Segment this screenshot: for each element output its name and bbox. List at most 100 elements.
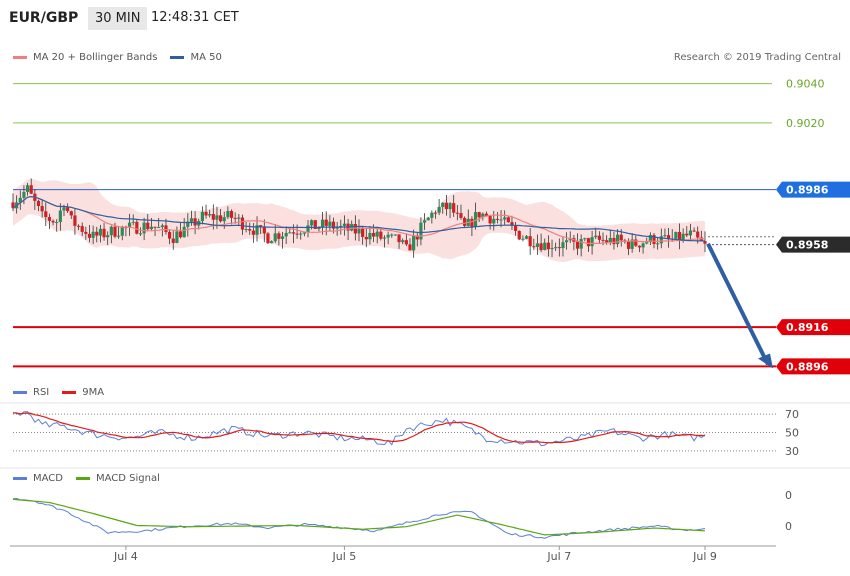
candle-body	[255, 225, 259, 235]
candle-body	[361, 228, 365, 237]
candle-body	[320, 219, 325, 228]
candle-body	[535, 243, 540, 247]
candle-body	[175, 231, 179, 243]
forecast-arrow-head	[758, 353, 773, 369]
candle-body	[357, 228, 361, 234]
candle-body	[401, 240, 405, 243]
x-tick-label: Jul 9	[692, 550, 717, 563]
candle-body	[142, 222, 146, 234]
candle-body	[371, 232, 376, 237]
x-tick-label: Jul 5	[332, 550, 357, 563]
candle-body	[295, 233, 299, 235]
candle-body	[430, 212, 434, 218]
candle-body	[189, 218, 194, 222]
label-0-8986-text: 0.8986	[786, 184, 829, 197]
candle-body	[44, 211, 48, 218]
candle-body	[240, 217, 245, 230]
label-target-2-text: 0.8896	[786, 360, 829, 373]
candle-body	[463, 217, 467, 226]
candle-body	[565, 240, 569, 243]
timeframe-selector[interactable]: 30 MIN	[88, 7, 148, 30]
candle-body	[51, 220, 55, 223]
candle-body	[324, 219, 328, 226]
legend-item-macd: MACD	[13, 473, 63, 484]
candle-body	[510, 222, 514, 226]
candle-body	[313, 220, 317, 230]
candle-body	[397, 234, 401, 243]
candle-body	[138, 233, 143, 235]
symbol-label[interactable]: EUR/GBP	[9, 10, 79, 26]
candle-body	[637, 245, 642, 248]
candle-body	[200, 211, 204, 221]
candle-body	[597, 235, 601, 240]
rsi-9ma-line	[12, 412, 706, 444]
candle-body	[408, 244, 412, 251]
candle-body	[273, 233, 277, 242]
time-axis: Jul 4 Jul 5 Jul 7 Jul 9	[10, 545, 776, 563]
candle-body	[386, 234, 390, 238]
candle-body	[586, 238, 591, 247]
candle-body	[149, 226, 153, 230]
label-target-2: 0.8896	[776, 358, 850, 375]
label-current-price-text: 0.8958	[786, 239, 828, 252]
candle-body	[98, 228, 103, 236]
candle-body	[459, 213, 463, 218]
candle-body	[120, 227, 124, 236]
candle-body	[696, 231, 700, 238]
candle-body	[109, 226, 113, 236]
rsi-panel: 70 50 30	[0, 402, 850, 458]
candle-body	[229, 211, 234, 218]
ma9-swatch	[62, 391, 77, 394]
candle-body	[178, 231, 183, 238]
candle-body	[615, 234, 620, 245]
candle-body	[393, 234, 398, 236]
legend-item-macd-signal: MACD Signal	[75, 473, 160, 484]
candle-body	[299, 233, 303, 235]
candle-body	[29, 185, 33, 194]
candle-body	[22, 192, 26, 198]
candle-body	[561, 242, 565, 249]
candle-body	[444, 202, 449, 210]
candle-body	[612, 237, 616, 245]
candle-body	[277, 233, 281, 239]
candle-body	[117, 235, 121, 237]
candle-body	[215, 215, 219, 220]
candle-body	[84, 231, 88, 234]
candle-body	[182, 226, 186, 238]
candle-body	[590, 237, 594, 247]
candle-body	[546, 242, 550, 250]
legend-item-ma50: MA 50	[170, 52, 222, 63]
candle-body	[251, 230, 255, 235]
label-target-1-text: 0.8916	[786, 321, 829, 334]
candle-body	[382, 237, 387, 239]
candle-body	[237, 217, 241, 219]
ma20-line	[12, 195, 706, 245]
rsi-swatch	[13, 391, 27, 394]
candle-body	[262, 226, 266, 234]
candle-body	[452, 203, 456, 213]
candle-body	[368, 232, 372, 240]
candle-body	[91, 231, 95, 238]
label-current-price-bg	[776, 236, 850, 253]
candle-body	[521, 238, 525, 240]
price-levels	[13, 83, 776, 368]
candle-body	[681, 233, 685, 241]
candle-body	[645, 242, 649, 244]
candle-body	[543, 242, 547, 251]
candle-body	[171, 238, 175, 243]
candle-body	[659, 236, 663, 244]
label-0-8986-bg	[776, 181, 850, 198]
legend-item-ma20: MA 20 + Bollinger Bands	[13, 52, 157, 63]
candle-body	[575, 241, 580, 249]
candle-body	[441, 202, 445, 208]
candle-body	[477, 212, 481, 218]
candle-body	[688, 230, 693, 236]
candle-body	[652, 235, 656, 244]
candle-body	[233, 217, 237, 219]
candle-body	[95, 231, 99, 236]
candle-body	[127, 222, 132, 228]
rsi-tick-label: 50	[785, 427, 799, 440]
x-tick-label: Jul 4	[113, 550, 138, 563]
candle-body	[284, 232, 288, 237]
